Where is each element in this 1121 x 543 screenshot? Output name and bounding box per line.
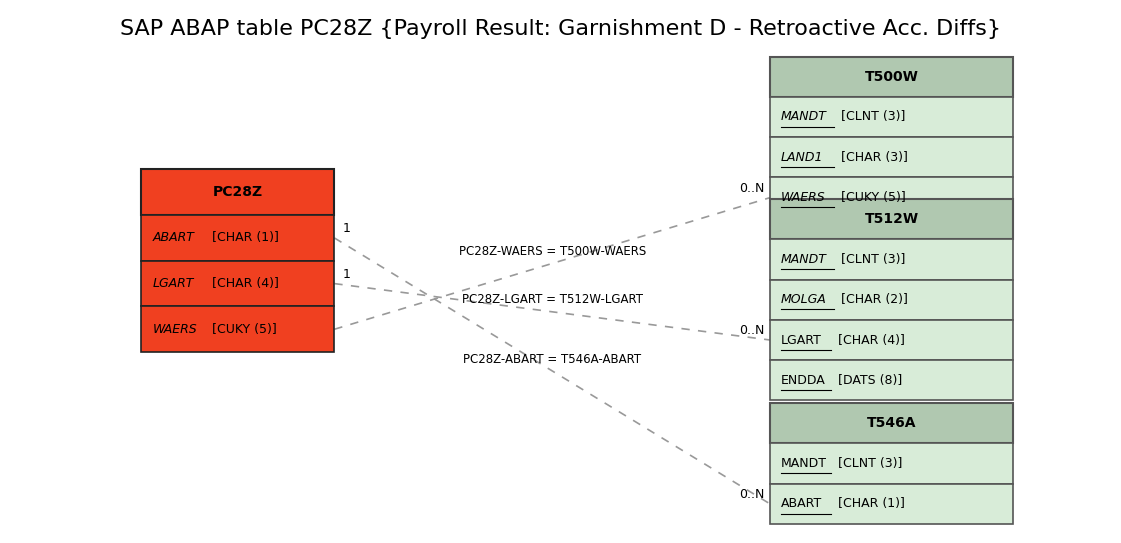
Text: [CHAR (4)]: [CHAR (4)]: [834, 333, 905, 346]
FancyBboxPatch shape: [770, 484, 1012, 524]
FancyBboxPatch shape: [141, 169, 334, 215]
Text: PC28Z-LGART = T512W-LGART: PC28Z-LGART = T512W-LGART: [462, 293, 642, 306]
Text: SAP ABAP table PC28Z {Payroll Result: Garnishment D - Retroactive Acc. Diffs}: SAP ABAP table PC28Z {Payroll Result: Ga…: [120, 19, 1001, 39]
Text: MANDT: MANDT: [781, 253, 827, 266]
Text: T546A: T546A: [867, 416, 916, 431]
Text: 0..N: 0..N: [739, 488, 765, 501]
Text: [CHAR (3)]: [CHAR (3)]: [837, 151, 908, 164]
Text: T512W: T512W: [864, 212, 918, 226]
Text: [CHAR (4)]: [CHAR (4)]: [209, 277, 279, 290]
Text: [CLNT (3)]: [CLNT (3)]: [834, 457, 902, 470]
Text: WAERS: WAERS: [152, 323, 197, 336]
Text: [CLNT (3)]: [CLNT (3)]: [837, 253, 906, 266]
Text: ENDDA: ENDDA: [781, 374, 826, 387]
FancyBboxPatch shape: [770, 239, 1012, 280]
FancyBboxPatch shape: [770, 199, 1012, 239]
FancyBboxPatch shape: [141, 215, 334, 261]
Text: LAND1: LAND1: [781, 151, 824, 164]
Text: [CHAR (2)]: [CHAR (2)]: [837, 293, 908, 306]
FancyBboxPatch shape: [141, 261, 334, 306]
Text: 1: 1: [343, 268, 351, 281]
Text: PC28Z-ABART = T546A-ABART: PC28Z-ABART = T546A-ABART: [463, 352, 641, 365]
Text: MANDT: MANDT: [781, 110, 827, 123]
Text: PC28Z: PC28Z: [213, 185, 262, 199]
FancyBboxPatch shape: [770, 178, 1012, 218]
Text: MANDT: MANDT: [781, 457, 827, 470]
FancyBboxPatch shape: [141, 306, 334, 352]
Text: MOLGA: MOLGA: [781, 293, 827, 306]
FancyBboxPatch shape: [770, 97, 1012, 137]
FancyBboxPatch shape: [770, 360, 1012, 401]
Text: [CHAR (1)]: [CHAR (1)]: [834, 497, 905, 510]
Text: WAERS: WAERS: [781, 191, 826, 204]
Text: LGART: LGART: [781, 333, 822, 346]
Text: T500W: T500W: [864, 70, 918, 84]
Text: LGART: LGART: [152, 277, 194, 290]
FancyBboxPatch shape: [770, 56, 1012, 97]
FancyBboxPatch shape: [770, 403, 1012, 444]
Text: [DATS (8)]: [DATS (8)]: [834, 374, 902, 387]
FancyBboxPatch shape: [770, 444, 1012, 484]
Text: [CHAR (1)]: [CHAR (1)]: [209, 231, 279, 244]
Text: ABART: ABART: [781, 497, 823, 510]
Text: [CLNT (3)]: [CLNT (3)]: [837, 110, 906, 123]
Text: 0..N: 0..N: [739, 182, 765, 195]
FancyBboxPatch shape: [770, 137, 1012, 178]
Text: 1: 1: [343, 222, 351, 235]
FancyBboxPatch shape: [770, 280, 1012, 320]
Text: [CUKY (5)]: [CUKY (5)]: [209, 323, 277, 336]
FancyBboxPatch shape: [770, 320, 1012, 360]
Text: ABART: ABART: [152, 231, 194, 244]
Text: [CUKY (5)]: [CUKY (5)]: [837, 191, 906, 204]
Text: PC28Z-WAERS = T500W-WAERS: PC28Z-WAERS = T500W-WAERS: [458, 245, 646, 258]
Text: 0..N: 0..N: [739, 324, 765, 337]
